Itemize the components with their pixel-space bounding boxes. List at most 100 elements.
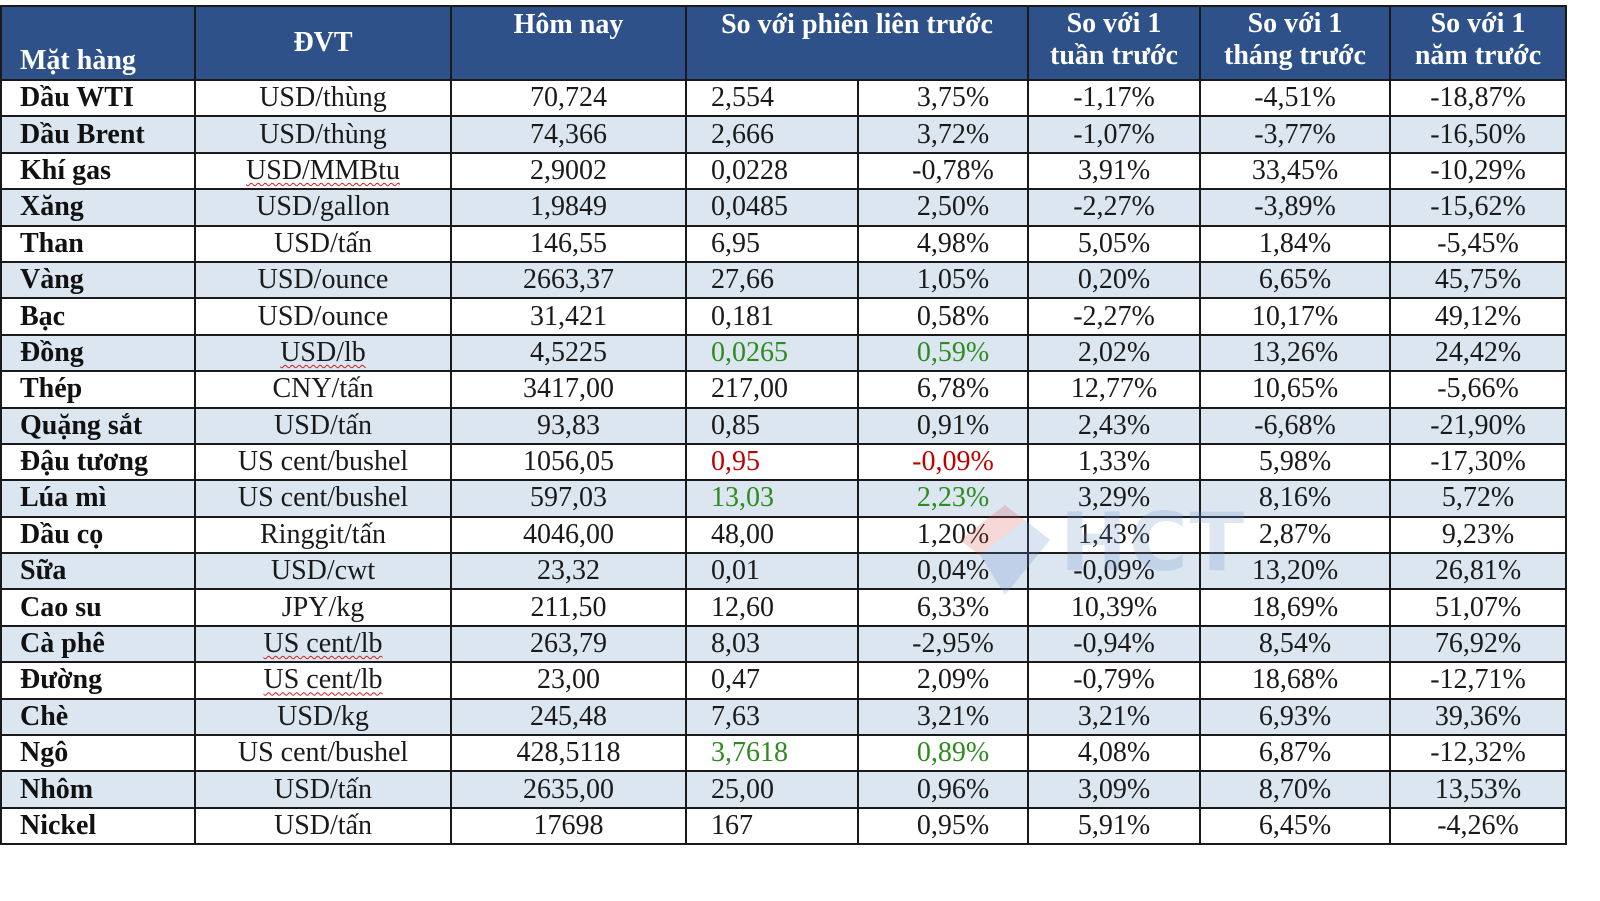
cell-today: 93,83 (450, 406, 687, 445)
cell-item: Khí gas (0, 151, 196, 191)
cell-change: 0,85 (685, 406, 859, 445)
cell-unit: USD/thùng (194, 115, 452, 154)
table-row: Dầu Brent USD/thùng 74,366 2,666 3,72% -1,07%… (0, 115, 1568, 154)
cell-month: -3,89% (1199, 188, 1392, 227)
cell-year: 49,12% (1389, 297, 1568, 336)
cell-item: Cao su (0, 588, 196, 627)
cell-unit: USD/tấn (194, 770, 452, 809)
cell-year: -12,32% (1389, 734, 1568, 773)
header-year-line2: năm trước (1414, 40, 1542, 71)
commodity-price-table: Mặt hàng ĐVT Hôm nay So với phiên liên t… (0, 5, 1568, 846)
cell-week: 3,09% (1027, 770, 1202, 809)
cell-month: -6,68% (1199, 406, 1392, 445)
table-row: Vàng USD/ounce 2663,37 27,66 1,05% 0,20% 6,65%… (0, 260, 1568, 300)
cell-item: Lúa mì (0, 479, 196, 518)
cell-item: Thép (0, 370, 196, 409)
table-row: Đường US cent/lb 23,00 0,47 2,09% -0,79% 18,68… (0, 661, 1568, 700)
cell-month: 6,87% (1199, 734, 1392, 773)
cell-week: 10,39% (1027, 588, 1202, 627)
table-row: Than USD/tấn 146,55 6,95 4,98% 5,05% 1,84% -5,4… (0, 224, 1568, 263)
cell-month: -3,77% (1199, 115, 1392, 154)
table-body: Dầu WTI USD/thùng 70,724 2,554 3,75% -1,17% -4… (0, 78, 1568, 846)
cell-unit: US cent/lb (194, 624, 452, 664)
cell-month: 6,65% (1199, 260, 1392, 300)
cell-change: 8,03 (685, 624, 859, 664)
cell-year: -15,62% (1389, 188, 1568, 227)
cell-week: 2,02% (1027, 333, 1202, 373)
cell-unit: USD/ounce (194, 297, 452, 336)
unit-text: US cent/lb (263, 628, 383, 660)
cell-today: 211,50 (450, 588, 687, 627)
cell-change: 0,0485 (685, 188, 859, 227)
cell-month: 18,69% (1199, 588, 1392, 627)
cell-item: Dầu WTI (0, 78, 196, 118)
table-row: Ngô US cent/bushel 428,5118 3,7618 0,89% 4,08… (0, 734, 1568, 773)
cell-year: 9,23% (1389, 515, 1568, 555)
cell-week: -1,07% (1027, 115, 1202, 154)
unit-text: USD/lb (280, 336, 366, 368)
cell-change: 25,00 (685, 770, 859, 809)
cell-month: 6,45% (1199, 806, 1392, 846)
cell-today: 597,03 (450, 479, 687, 518)
cell-change: 217,00 (685, 370, 859, 409)
cell-today: 4,5225 (450, 333, 687, 373)
cell-month: 8,16% (1199, 479, 1392, 518)
cell-year: -18,87% (1389, 78, 1568, 118)
cell-today: 263,79 (450, 624, 687, 664)
cell-change-pct: 0,58% (856, 297, 1030, 336)
cell-item: Than (0, 224, 196, 263)
cell-today: 146,55 (450, 224, 687, 263)
table-row: Sữa USD/cwt 23,32 0,01 0,04% -0,09% 13,20% 26,8… (0, 552, 1568, 591)
cell-today: 1056,05 (450, 442, 687, 482)
cell-week: -0,94% (1027, 624, 1202, 664)
cell-year: 76,92% (1389, 624, 1568, 664)
cell-month: 6,93% (1199, 697, 1392, 737)
cell-month: 1,84% (1199, 224, 1392, 263)
cell-change-pct: 1,05% (856, 260, 1030, 300)
cell-item: Nhôm (0, 770, 196, 809)
cell-change: 2,666 (685, 115, 859, 154)
cell-change-pct: 0,89% (856, 734, 1030, 773)
cell-unit: CNY/tấn (194, 370, 452, 409)
cell-week: -0,79% (1027, 661, 1202, 700)
cell-today: 3417,00 (450, 370, 687, 409)
header-month-line1: So với 1 (1247, 8, 1343, 39)
cell-week: 1,43% (1027, 515, 1202, 555)
cell-week: 3,21% (1027, 697, 1202, 737)
cell-unit: USD/tấn (194, 806, 452, 846)
cell-change: 6,95 (685, 224, 859, 263)
header-today: Hôm nay (450, 5, 687, 81)
cell-item: Nickel (0, 806, 196, 846)
cell-change: 48,00 (685, 515, 859, 555)
table-row: Đậu tương US cent/bushel 1056,05 0,95 -0,09%… (0, 442, 1568, 482)
cell-change: 7,63 (685, 697, 859, 737)
cell-change-pct: 6,33% (856, 588, 1030, 627)
cell-item: Bạc (0, 297, 196, 336)
cell-year: -17,30% (1389, 442, 1568, 482)
cell-today: 17698 (450, 806, 687, 846)
cell-change-pct: 4,98% (856, 224, 1030, 263)
cell-year: -5,66% (1389, 370, 1568, 409)
cell-week: 5,05% (1027, 224, 1202, 263)
cell-today: 2,9002 (450, 151, 687, 191)
table-row: Dầu cọ Ringgit/tấn 4046,00 48,00 1,20% 1,43% 2… (0, 515, 1568, 555)
cell-change-pct: 2,50% (856, 188, 1030, 227)
cell-week: -2,27% (1027, 188, 1202, 227)
cell-today: 428,5118 (450, 734, 687, 773)
cell-unit: US cent/bushel (194, 479, 452, 518)
table-row: Nhôm USD/tấn 2635,00 25,00 0,96% 3,09% 8,70% 13… (0, 770, 1568, 809)
cell-year: 39,36% (1389, 697, 1568, 737)
table-row: Cao su JPY/kg 211,50 12,60 6,33% 10,39% 18,69%… (0, 588, 1568, 627)
cell-unit: USD/gallon (194, 188, 452, 227)
cell-year: -12,71% (1389, 661, 1568, 700)
cell-today: 23,00 (450, 661, 687, 700)
cell-change-pct: 0,91% (856, 406, 1030, 445)
cell-unit: US cent/bushel (194, 442, 452, 482)
cell-change: 13,03 (685, 479, 859, 518)
cell-month: 10,17% (1199, 297, 1392, 336)
cell-item: Vàng (0, 260, 196, 300)
cell-unit: USD/kg (194, 697, 452, 737)
cell-week: 3,91% (1027, 151, 1202, 191)
cell-change-pct: 2,09% (856, 661, 1030, 700)
cell-year: 5,72% (1389, 479, 1568, 518)
